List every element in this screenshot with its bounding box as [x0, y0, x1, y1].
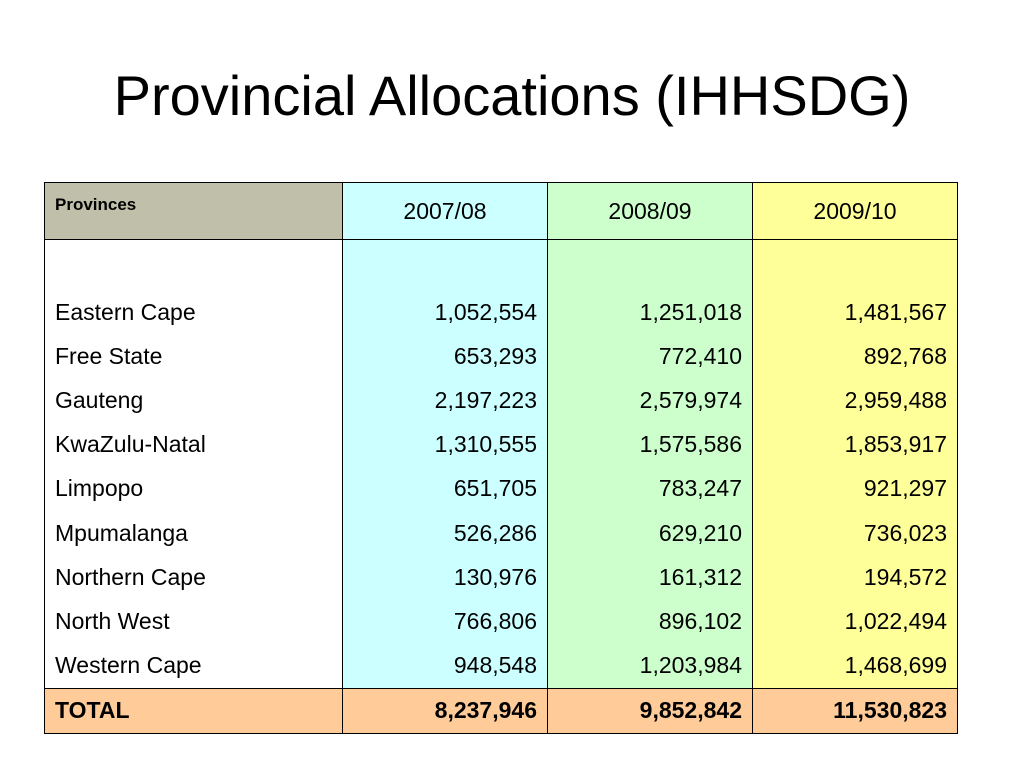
spacer-cell — [547, 239, 753, 290]
province-name: Mpumalanga — [44, 510, 343, 556]
allocations-table: Provinces 2007/08 2008/09 2009/10 Easter… — [44, 182, 958, 734]
allocation-value: 1,052,554 — [342, 290, 548, 335]
allocation-value: 1,310,555 — [342, 422, 548, 467]
table-row: Western Cape 948,548 1,203,984 1,468,699 — [44, 643, 958, 689]
allocation-value: 1,853,917 — [752, 422, 958, 467]
table-row: KwaZulu-Natal 1,310,555 1,575,586 1,853,… — [44, 422, 958, 467]
table-row: Eastern Cape 1,052,554 1,251,018 1,481,5… — [44, 290, 958, 335]
table-row: Mpumalanga 526,286 629,210 736,023 — [44, 510, 958, 556]
table-row: Gauteng 2,197,223 2,579,974 2,959,488 — [44, 378, 958, 423]
spacer-cell — [752, 239, 958, 290]
allocation-value: 1,481,567 — [752, 290, 958, 335]
table-row: Limpopo 651,705 783,247 921,297 — [44, 466, 958, 511]
allocation-value: 526,286 — [342, 510, 548, 556]
allocation-value: 892,768 — [752, 334, 958, 379]
allocation-value: 896,102 — [547, 599, 753, 644]
allocation-value: 653,293 — [342, 334, 548, 379]
allocation-value: 921,297 — [752, 466, 958, 511]
allocation-value: 766,806 — [342, 599, 548, 644]
spacer-row — [44, 239, 958, 290]
allocation-value: 948,548 — [342, 643, 548, 689]
year-column-header: 2007/08 — [342, 182, 548, 240]
spacer-cell — [44, 239, 343, 290]
allocation-value: 2,959,488 — [752, 378, 958, 423]
province-name: Western Cape — [44, 643, 343, 689]
allocation-value: 736,023 — [752, 510, 958, 556]
allocation-value: 772,410 — [547, 334, 753, 379]
province-name: Gauteng — [44, 378, 343, 423]
allocation-value: 783,247 — [547, 466, 753, 511]
province-name: Limpopo — [44, 466, 343, 511]
total-value: 11,530,823 — [752, 687, 958, 734]
province-name: Free State — [44, 334, 343, 379]
table-row: Free State 653,293 772,410 892,768 — [44, 334, 958, 379]
allocation-value: 161,312 — [547, 555, 753, 600]
province-name: Northern Cape — [44, 555, 343, 600]
allocation-value: 1,575,586 — [547, 422, 753, 467]
province-name: Eastern Cape — [44, 290, 343, 335]
total-label: TOTAL — [44, 687, 343, 734]
allocation-value: 629,210 — [547, 510, 753, 556]
table-header-row: Provinces 2007/08 2008/09 2009/10 — [44, 182, 958, 240]
allocation-value: 2,197,223 — [342, 378, 548, 423]
year-column-header: 2009/10 — [752, 182, 958, 240]
province-name: KwaZulu-Natal — [44, 422, 343, 467]
allocation-value: 1,468,699 — [752, 643, 958, 689]
year-column-header: 2008/09 — [547, 182, 753, 240]
total-value: 8,237,946 — [342, 687, 548, 734]
allocation-value: 1,251,018 — [547, 290, 753, 335]
provinces-column-header: Provinces — [44, 182, 343, 240]
province-name: North West — [44, 599, 343, 644]
allocation-value: 2,579,974 — [547, 378, 753, 423]
total-row: TOTAL 8,237,946 9,852,842 11,530,823 — [44, 687, 958, 734]
total-value: 9,852,842 — [547, 687, 753, 734]
allocation-value: 651,705 — [342, 466, 548, 511]
spacer-cell — [342, 239, 548, 290]
allocation-value: 130,976 — [342, 555, 548, 600]
slide-title: Provincial Allocations (IHHSDG) — [113, 64, 911, 127]
table-row: Northern Cape 130,976 161,312 194,572 — [44, 555, 958, 600]
allocation-value: 194,572 — [752, 555, 958, 600]
table-row: North West 766,806 896,102 1,022,494 — [44, 599, 958, 644]
allocation-value: 1,022,494 — [752, 599, 958, 644]
allocation-value: 1,203,984 — [547, 643, 753, 689]
